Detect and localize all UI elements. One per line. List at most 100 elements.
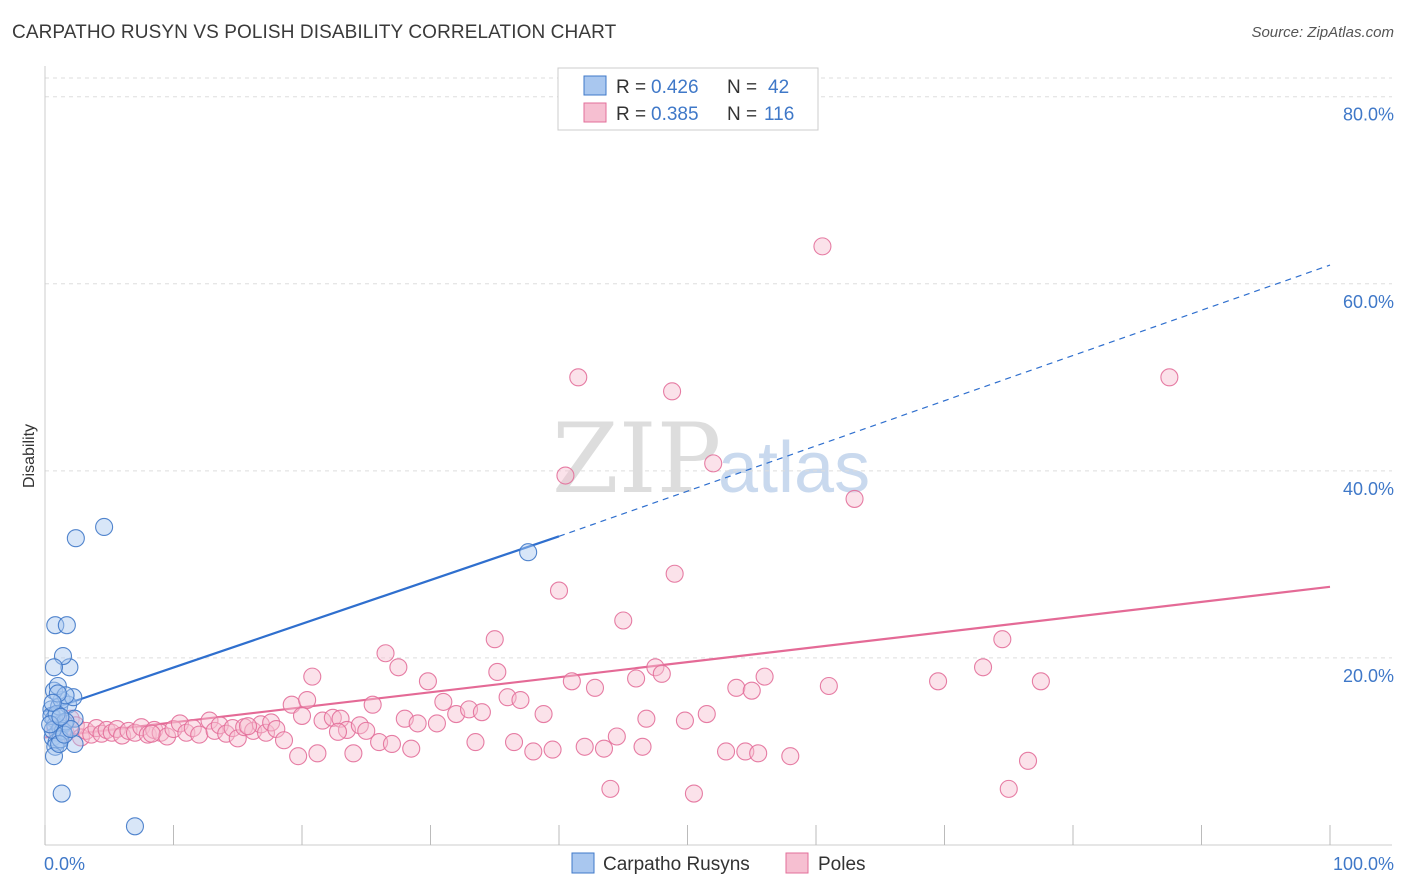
trend-lines [44, 264, 1331, 739]
carpatho-point-12 [64, 688, 83, 707]
poles-point-44 [313, 711, 332, 730]
poles-point-27 [205, 721, 224, 740]
legend-n-label-blue: N = [727, 77, 757, 98]
carpatho-point-24 [44, 658, 64, 677]
y-tick-label-1: 40.0% [1343, 479, 1394, 499]
legend-r-label-pink: R = [616, 104, 646, 125]
poles-point-51 [363, 695, 382, 714]
watermark-atlas: atlas [718, 428, 870, 508]
poles-point-41 [298, 690, 317, 710]
poles-point-24 [183, 719, 202, 738]
poles-point-20 [158, 727, 177, 746]
poles-point-59 [418, 672, 437, 691]
y-axis-title: Disability [21, 424, 38, 488]
carpatho-point-41 [51, 707, 70, 726]
poles-point-113 [427, 714, 446, 733]
poles-point-103 [929, 672, 948, 691]
poles-point-105 [993, 630, 1012, 649]
y-tick-label-0: 20.0% [1343, 666, 1394, 686]
poles-point-90 [684, 784, 703, 803]
carpatho-point-39 [61, 719, 80, 739]
legend-swatch-blue [583, 75, 607, 96]
carpatho-point-20 [60, 658, 79, 677]
x-tick-label-100: 100.0% [1333, 854, 1394, 874]
poles-point-71 [534, 704, 553, 724]
y-tick-label-2: 60.0% [1343, 292, 1394, 312]
carpatho-point-29 [52, 784, 71, 803]
tick-labels: 0.0% 100.0% 20.0% 40.0% 60.0% 80.0% [44, 105, 1394, 874]
poles-point-112 [292, 706, 312, 725]
poles-point-107 [1018, 751, 1038, 770]
bottom-legend-label-poles: Poles [818, 854, 866, 875]
legend-n-value-blue: 42 [768, 77, 789, 98]
carpatho-point-18 [65, 734, 84, 754]
poles-point-58 [408, 714, 427, 733]
poles-point-82 [627, 669, 646, 688]
poles-point-114 [607, 727, 626, 746]
poles-point-93 [716, 742, 736, 761]
legend-r-value-pink: 0.385 [651, 104, 699, 125]
poles-point-54 [382, 734, 402, 754]
carpatho-point-14 [48, 676, 67, 696]
poles-point-86 [652, 664, 671, 683]
poles-point-94 [727, 678, 746, 697]
grid-lines [45, 77, 1392, 659]
legend: R = 0.426 N = 42 R = 0.385 N = 116 [557, 67, 819, 131]
poles-point-111 [238, 717, 258, 736]
carpatho-point-33 [519, 543, 538, 562]
poles-point-108 [1031, 672, 1050, 691]
watermark: ZIP atlas [552, 403, 870, 515]
poles-point-100 [813, 237, 832, 256]
legend-n-label-pink: N = [727, 104, 757, 125]
carpatho-point-37 [48, 684, 67, 703]
carpatho-point-36 [41, 715, 60, 734]
carpatho-point-30 [125, 817, 144, 836]
poles-point-26 [200, 711, 219, 730]
poles-point-40 [289, 747, 308, 766]
poles-point-35 [256, 723, 276, 742]
poles-point-66 [488, 662, 507, 682]
bottom-legend-label-carpatho: Carpatho Rusyns [603, 854, 750, 875]
poles-point-87 [663, 382, 682, 401]
poles-point-38 [274, 731, 294, 750]
poles-point-102 [845, 489, 864, 508]
poles-point-74 [556, 466, 575, 485]
legend-n-value-pink: 116 [764, 104, 794, 125]
poles-point-63 [466, 733, 485, 752]
poles-point-78 [585, 678, 605, 697]
poles-point-72 [543, 740, 562, 759]
bottom-legend-swatch-pink [785, 852, 809, 874]
legend-r-value-blue: 0.426 [651, 77, 699, 98]
poles-point-106 [999, 779, 1018, 798]
poles-point-42 [303, 667, 322, 686]
poles-point-76 [569, 368, 588, 387]
poles-point-110 [142, 724, 161, 743]
poles-trend-line [44, 585, 1331, 739]
poles-point-70 [524, 742, 543, 761]
poles-point-92 [704, 454, 723, 473]
poles-point-50 [357, 721, 376, 740]
bottom-legend: Carpatho Rusyns Poles [571, 852, 866, 875]
poles-point-57 [402, 739, 421, 758]
legend-swatch-pink [583, 102, 607, 123]
carpatho-point-23 [57, 616, 76, 635]
y-tick-label-3: 80.0% [1343, 105, 1394, 125]
watermark-zip: ZIP [552, 403, 721, 515]
poles-point-84 [637, 709, 656, 728]
data-points [41, 237, 1179, 836]
poles-point-75 [562, 672, 581, 691]
poles-point-83 [633, 737, 652, 756]
poles-point-101 [819, 676, 838, 696]
poles-point-89 [675, 711, 694, 730]
carpatho-trend-extension [558, 264, 1331, 537]
poles-point-104 [973, 658, 993, 677]
poles-point-98 [755, 667, 774, 686]
poles-point-31 [228, 729, 247, 748]
poles-point-81 [614, 611, 633, 630]
carpatho-point-32 [66, 529, 85, 548]
chart-source: Source: ZipAtlas.com [1251, 24, 1394, 41]
poles-point-88 [665, 564, 684, 583]
poles-point-85 [646, 658, 665, 677]
poles-point-45 [323, 708, 342, 727]
carpatho-trend-line [44, 535, 560, 713]
